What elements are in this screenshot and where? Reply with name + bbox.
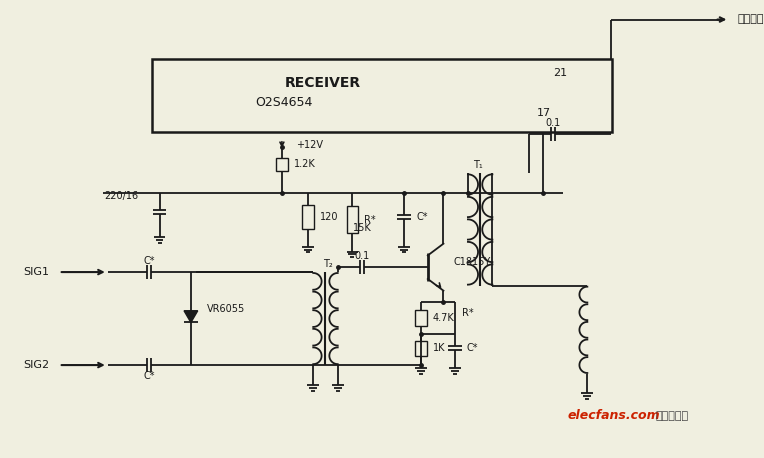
- Text: 1.2K: 1.2K: [293, 159, 316, 169]
- Text: O2S4654: O2S4654: [255, 96, 312, 109]
- Text: R*: R*: [364, 215, 376, 225]
- Bar: [276, 158, 288, 171]
- Text: VR6055: VR6055: [206, 304, 244, 314]
- Polygon shape: [184, 311, 198, 322]
- Text: 15K: 15K: [354, 223, 372, 233]
- Text: 1K: 1K: [432, 344, 445, 354]
- Text: 120: 120: [320, 212, 338, 222]
- Text: 21: 21: [553, 68, 567, 78]
- Bar: [347, 206, 358, 233]
- Text: C1815Y: C1815Y: [453, 257, 490, 267]
- Text: C*: C*: [144, 371, 155, 381]
- Text: 电子发烧友: 电子发烧友: [656, 411, 689, 421]
- Text: SIG2: SIG2: [23, 360, 49, 370]
- Text: 0.1: 0.1: [354, 251, 370, 262]
- Text: C*: C*: [144, 256, 155, 266]
- Text: 模数转换: 模数转换: [737, 15, 763, 25]
- Text: elecfans.com: elecfans.com: [568, 409, 660, 422]
- Bar: [152, 59, 612, 132]
- Bar: [415, 310, 427, 326]
- Bar: [415, 341, 427, 356]
- Text: R*: R*: [462, 308, 474, 318]
- Text: T₂: T₂: [322, 259, 332, 269]
- Text: C*: C*: [467, 344, 478, 354]
- Text: RECEIVER: RECEIVER: [285, 76, 361, 90]
- Text: T₁: T₁: [474, 160, 483, 170]
- Text: 4.7K: 4.7K: [432, 313, 455, 323]
- Text: C*: C*: [416, 212, 428, 222]
- Text: SIG1: SIG1: [23, 267, 49, 277]
- Text: 220/16: 220/16: [104, 191, 138, 201]
- Text: 0.1: 0.1: [545, 118, 561, 128]
- Text: 17: 17: [537, 108, 552, 118]
- Bar: [303, 205, 314, 229]
- Text: +12V: +12V: [296, 140, 322, 150]
